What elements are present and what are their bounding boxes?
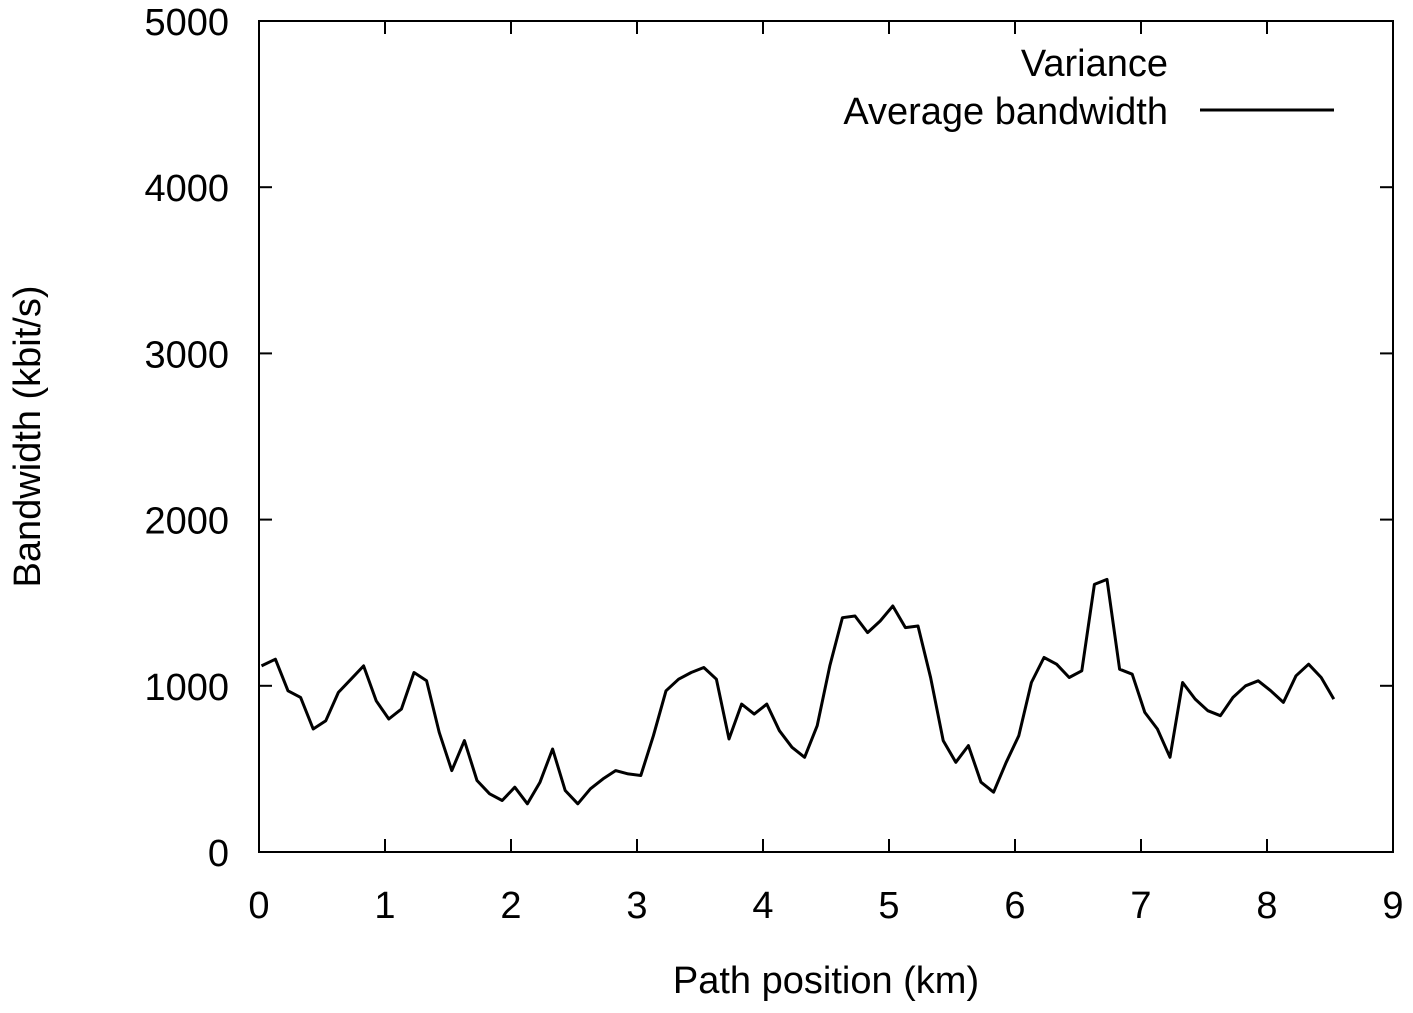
x-tick-label: 0 xyxy=(248,885,269,927)
x-tick-label: 6 xyxy=(1004,885,1025,927)
legend-label-average-bandwidth: Average bandwidth xyxy=(843,91,1168,133)
x-tick-label: 1 xyxy=(374,885,395,927)
x-tick-label: 9 xyxy=(1382,885,1403,927)
legend: Variance Average bandwidth xyxy=(843,43,1334,133)
y-tick-label: 4000 xyxy=(144,168,229,210)
x-tick-label: 2 xyxy=(500,885,521,927)
tick-labels-layer: 0 1 2 3 4 5 6 7 8 9 0 1000 2000 3000 4000 5000 xyxy=(144,2,1403,927)
y-axis-label: Bandwidth (kbit/s) xyxy=(7,285,49,587)
x-tick-label: 7 xyxy=(1130,885,1151,927)
y-tick-label: 3000 xyxy=(144,334,229,376)
x-tick-label: 4 xyxy=(752,885,773,927)
y-tick-label: 2000 xyxy=(144,501,229,543)
y-tick-label: 0 xyxy=(208,833,229,875)
legend-label-variance: Variance xyxy=(1021,43,1168,85)
x-axis-label: Path position (km) xyxy=(673,960,979,1002)
x-tick-label: 5 xyxy=(878,885,899,927)
plot-frame xyxy=(258,20,1394,853)
series-line-average-bandwidth xyxy=(260,577,1336,806)
x-tick-label: 8 xyxy=(1256,885,1277,927)
ticks-layer xyxy=(258,20,1394,853)
series-layer xyxy=(260,577,1336,806)
y-tick-label: 5000 xyxy=(144,2,229,44)
x-tick-label: 3 xyxy=(626,885,647,927)
y-tick-label: 1000 xyxy=(144,667,229,709)
